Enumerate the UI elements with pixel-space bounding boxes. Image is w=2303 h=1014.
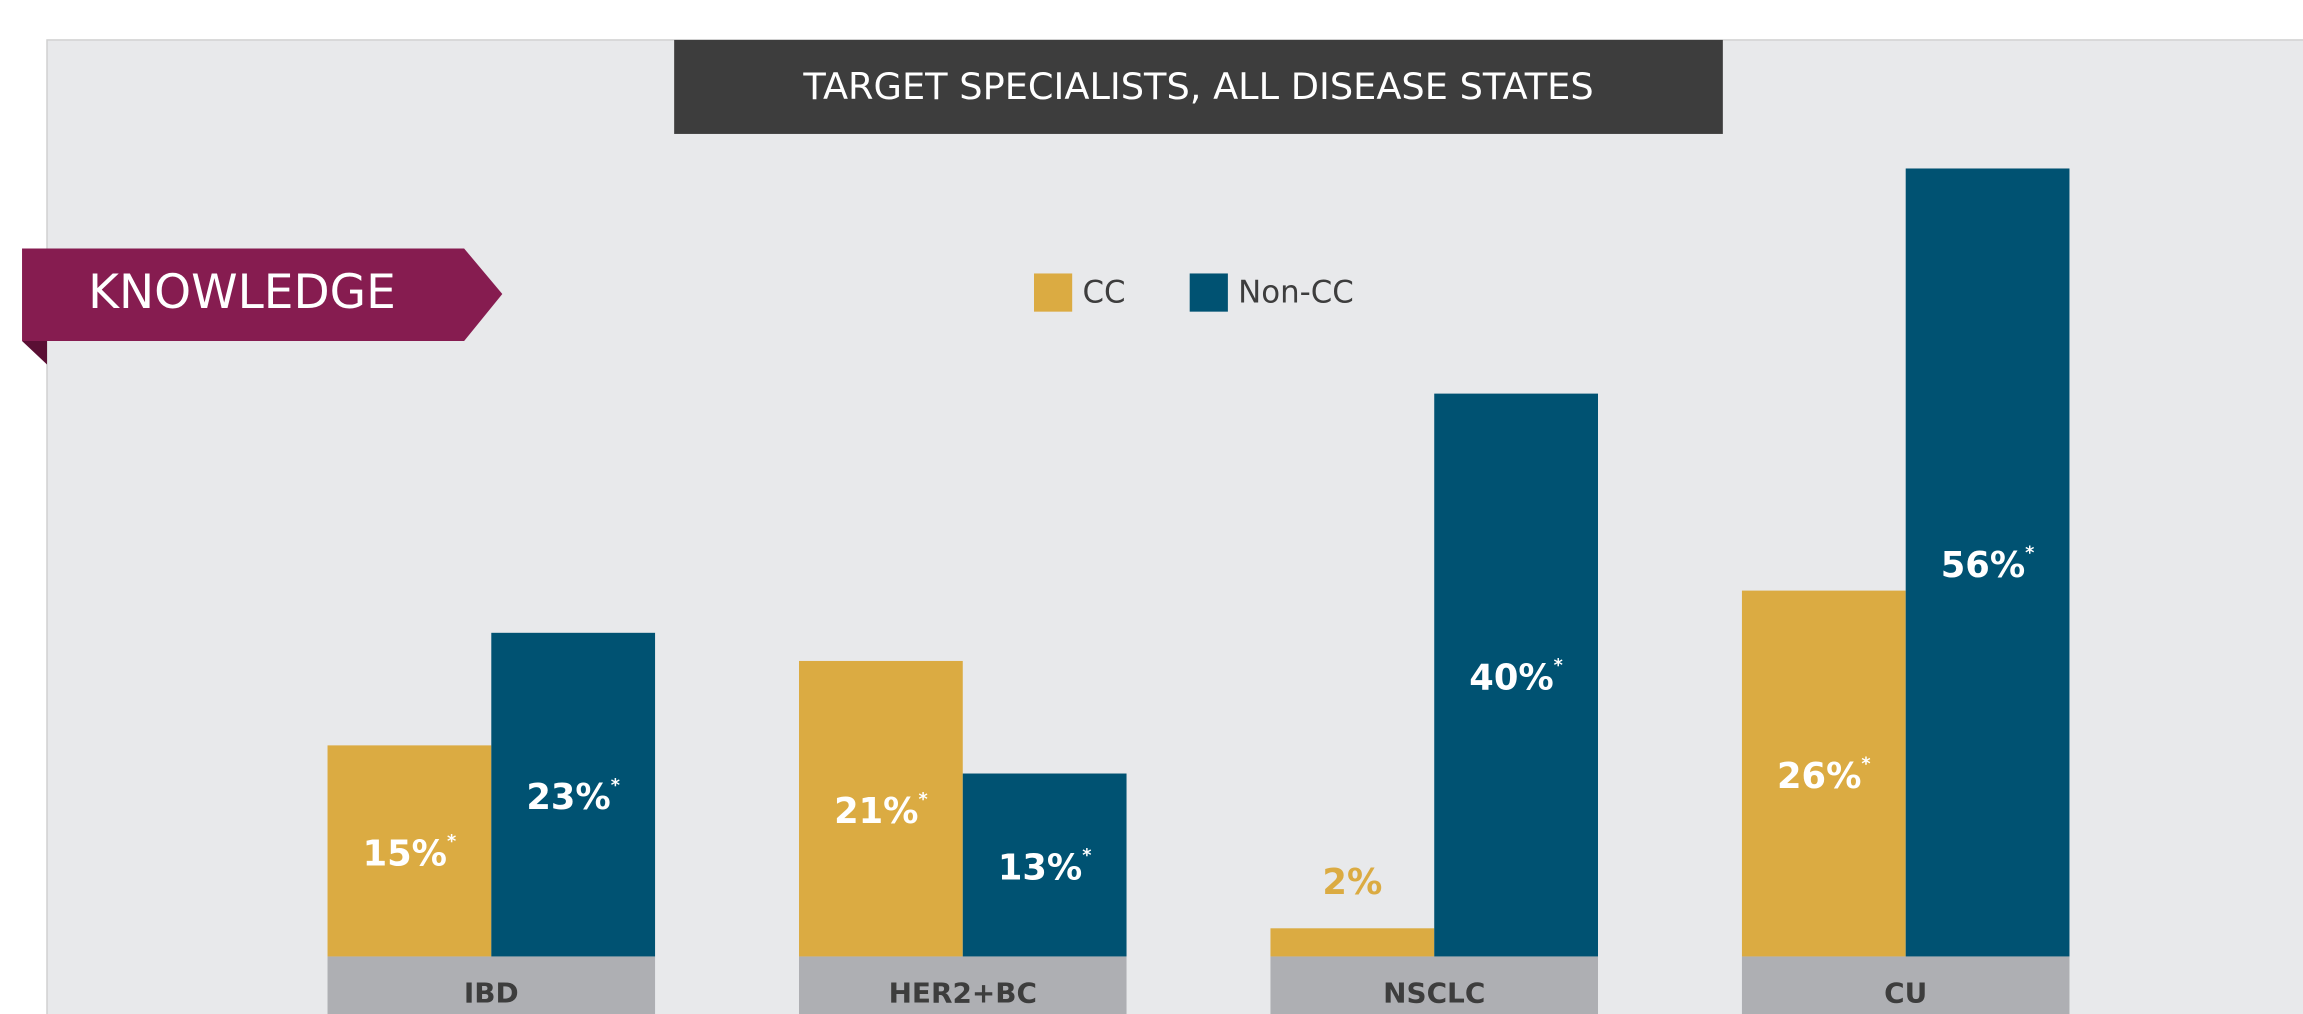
legend-label: Non-CC bbox=[1238, 275, 1354, 311]
data-label-asterisk: * bbox=[1861, 755, 1870, 775]
legend-label: CC bbox=[1082, 275, 1125, 311]
data-label: 15%* bbox=[363, 832, 457, 874]
bar bbox=[327, 745, 492, 957]
category-band bbox=[1741, 956, 2070, 1014]
data-label-asterisk: * bbox=[611, 776, 620, 796]
data-label-value: 26% bbox=[1777, 756, 1861, 797]
data-label-value: 40% bbox=[1469, 657, 1553, 698]
data-label-asterisk: * bbox=[918, 790, 927, 810]
bar bbox=[1270, 928, 1435, 957]
bar bbox=[1905, 168, 2070, 957]
chart-title: TARGET SPECIALISTS, ALL DISEASE STATES bbox=[802, 65, 1593, 108]
data-label-value: 13% bbox=[998, 847, 1082, 888]
data-label-value: 23% bbox=[526, 777, 610, 818]
data-label: 21%* bbox=[834, 790, 928, 832]
data-label: 23%* bbox=[526, 776, 620, 818]
legend-swatch bbox=[1189, 273, 1228, 312]
data-label: 2% bbox=[1322, 862, 1382, 903]
section-ribbon bbox=[22, 248, 503, 342]
data-label-value: 21% bbox=[834, 791, 918, 832]
x-tick-label: HER2+BC bbox=[889, 977, 1037, 1010]
x-tick-label: NSCLC bbox=[1383, 977, 1485, 1010]
x-tick-label: CU bbox=[1884, 977, 1927, 1010]
bar bbox=[962, 773, 1127, 957]
data-label-value: 2% bbox=[1322, 862, 1382, 903]
bar bbox=[1741, 590, 1906, 957]
data-label: 56%* bbox=[1941, 544, 2035, 586]
ribbon-fold bbox=[22, 341, 47, 365]
data-label: 13%* bbox=[998, 846, 1092, 888]
category-band bbox=[327, 956, 656, 1014]
category-band bbox=[1270, 956, 1598, 1014]
data-label-asterisk: * bbox=[447, 832, 456, 852]
bar bbox=[1434, 393, 1598, 957]
bar bbox=[491, 632, 656, 957]
section-label: KNOWLEDGE bbox=[88, 265, 396, 320]
data-label-asterisk: * bbox=[2025, 544, 2034, 564]
data-label-value: 15% bbox=[363, 833, 447, 874]
data-label: 26%* bbox=[1777, 755, 1871, 797]
bar bbox=[799, 660, 963, 957]
data-label-asterisk: * bbox=[1554, 656, 1563, 676]
legend-swatch bbox=[1034, 273, 1073, 312]
data-label: 40%* bbox=[1469, 656, 1563, 698]
category-band bbox=[799, 956, 1127, 1014]
title-box bbox=[674, 39, 1723, 134]
x-tick-label: IBD bbox=[464, 977, 519, 1010]
data-label-asterisk: * bbox=[1082, 846, 1091, 866]
data-label-value: 56% bbox=[1941, 545, 2025, 586]
